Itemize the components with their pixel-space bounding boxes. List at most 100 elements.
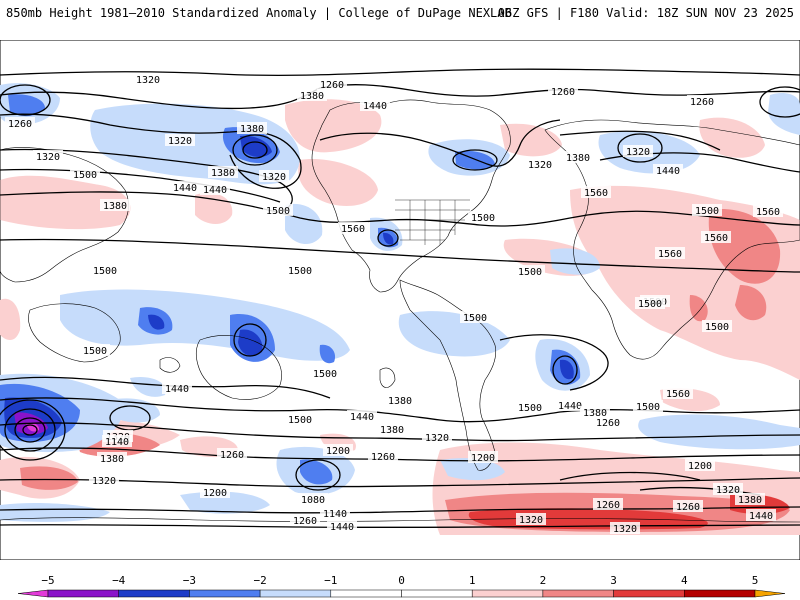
contour-label-bg	[200, 486, 230, 498]
contour-label: 1500	[518, 403, 542, 414]
color-segment	[471, 589, 544, 598]
color-scale-ticks: −5 −4 −3 −2 −1 0 1 2 3 4 5	[41, 574, 758, 587]
contour-label: 1560	[756, 207, 780, 218]
contour-labels: 1320 126013801440126013201380132013801260…	[5, 73, 783, 535]
contour-label-bg	[368, 450, 398, 462]
contour-label-bg	[70, 168, 100, 180]
contour-label: 1200	[471, 453, 495, 464]
color-segment	[542, 589, 614, 598]
contour-label: 1380	[566, 153, 590, 164]
contour-label: 1500	[518, 267, 542, 278]
contour-label: 1260	[596, 500, 620, 511]
contour-label-bg	[162, 382, 192, 394]
contour-label: 1320	[528, 160, 552, 171]
contour-label-bg	[580, 406, 610, 418]
contour-label: 1260	[371, 452, 395, 463]
contour-label-bg	[687, 95, 717, 107]
contour-label: 1500	[638, 299, 662, 310]
contour-label: 1440	[165, 384, 189, 395]
color-scale-segments	[17, 589, 786, 598]
contour-label: 1500	[695, 206, 719, 217]
contour-label-bg	[593, 416, 623, 428]
contour-label-bg	[259, 170, 289, 182]
contour-label-bg	[33, 150, 63, 162]
contour-label-bg	[360, 99, 390, 111]
contour-label: 1320	[626, 147, 650, 158]
contour-label-bg	[90, 264, 120, 276]
contour-label: 1260	[551, 87, 575, 98]
contour-label: 1500	[93, 266, 117, 277]
contour-label-bg	[655, 247, 685, 259]
color-scale-tick-label: −4	[112, 574, 126, 587]
contour-label: 1440	[363, 101, 387, 112]
contour-label-bg	[237, 122, 267, 134]
color-segment	[47, 589, 119, 598]
contour-label-bg	[460, 311, 490, 323]
contour-label: 1440	[173, 183, 197, 194]
contour-label-bg	[323, 444, 353, 456]
contour-label: 1500	[266, 206, 290, 217]
contour-label-bg	[468, 211, 498, 223]
contour-label-bg	[263, 204, 293, 216]
contour-label-bg	[701, 231, 731, 243]
contour-label: 1380	[100, 454, 124, 465]
contour-label: 1260	[676, 502, 700, 513]
contour-label-bg	[100, 199, 130, 211]
contour-label-bg	[692, 204, 722, 216]
contour-label-bg	[5, 117, 35, 129]
contour-label-bg	[290, 514, 320, 526]
contour-label-bg	[165, 134, 195, 146]
color-scale-tick-label: 2	[540, 574, 547, 587]
contour-label: 1380	[583, 408, 607, 419]
contour-label: 1320	[716, 485, 740, 496]
contour-label: 1500	[73, 170, 97, 181]
contour-label: 1320	[519, 515, 543, 526]
contour-label: 1500	[83, 346, 107, 357]
contour-label-bg	[285, 413, 315, 425]
contour-label: 1260	[320, 80, 344, 91]
color-scale-tick-label: −5	[41, 574, 54, 587]
contour-label-bg	[317, 78, 347, 90]
contour-label-bg	[338, 222, 368, 234]
contour-label-bg	[516, 513, 546, 525]
contour-label-bg	[347, 410, 377, 422]
contour-label-bg	[653, 164, 683, 176]
contour-label-bg	[377, 423, 407, 435]
contour-label-bg	[200, 183, 230, 195]
color-segment	[401, 589, 473, 598]
color-segment	[613, 589, 685, 598]
contour-label: 1380	[380, 425, 404, 436]
contour-label: 1320	[168, 136, 192, 147]
contour-label: 1320	[613, 524, 637, 535]
contour-label: 1140	[105, 437, 129, 448]
contour-label: 1260	[596, 418, 620, 429]
contour-label-bg	[563, 151, 593, 163]
contour-label: 1500	[636, 402, 660, 413]
contour-label-bg	[327, 520, 357, 532]
contour-label-bg	[713, 483, 743, 495]
contour-label: 1500	[471, 213, 495, 224]
model-run-info: 06Z GFS | F180 Valid: 18Z SUN NOV 23 202…	[497, 6, 794, 20]
contour-label: 1380	[103, 201, 127, 212]
contour-label: 1440	[350, 412, 374, 423]
contour-label-bg	[555, 399, 585, 411]
color-segment	[754, 589, 786, 598]
contour-label: 1320	[136, 75, 160, 86]
contour-label: 1500	[313, 369, 337, 380]
contour-label: 1440	[656, 166, 680, 177]
contour-label: 1440	[749, 511, 773, 522]
contour-label-bg	[133, 73, 163, 85]
contour-label: 1500	[705, 322, 729, 333]
contour-label-bg	[663, 387, 693, 399]
contour-label: 1560	[666, 389, 690, 400]
contour-label-bg	[623, 145, 653, 157]
contour-label-bg	[735, 493, 765, 505]
color-scale-legend: −5 −4 −3 −2 −1 0 1 2 3 4 5	[17, 574, 786, 598]
color-scale-tick-label: 0	[398, 574, 405, 587]
contour-label: 1440	[558, 401, 582, 412]
contour-label: 1380	[300, 91, 324, 102]
contour-label-bg	[297, 89, 327, 101]
contour-label-bg	[468, 451, 498, 463]
contour-label: 1260	[293, 516, 317, 527]
contour-label-bg	[385, 394, 415, 406]
